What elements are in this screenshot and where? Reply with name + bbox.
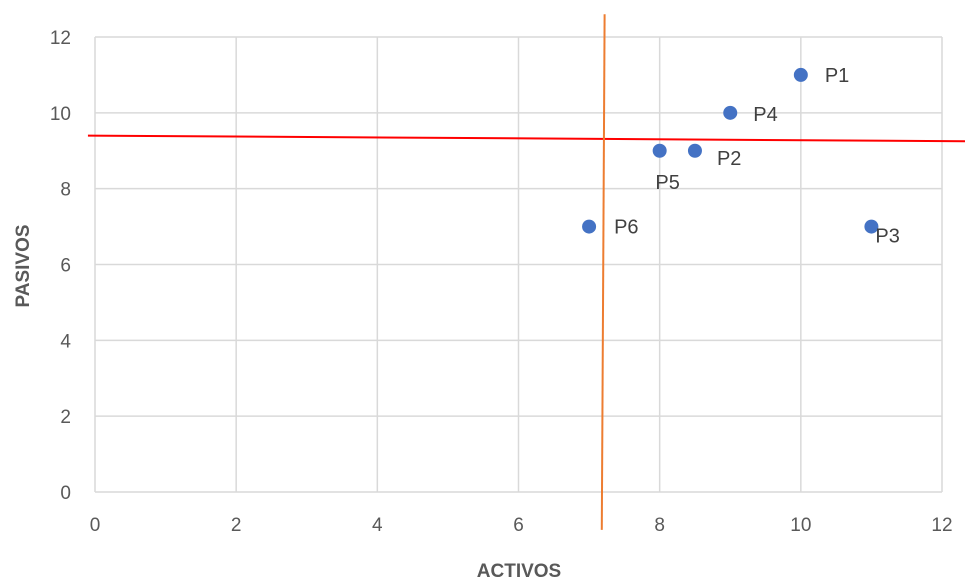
x-axis-title: ACTIVOS <box>477 561 561 580</box>
tick-labels: 0 2 4 6 8 10 12 0 2 4 6 8 10 12 <box>50 28 953 536</box>
data-point-p1 <box>794 68 808 82</box>
y-tick-label: 2 <box>60 407 71 428</box>
y-tick-label: 4 <box>60 331 71 352</box>
x-tick-label: 4 <box>372 515 383 536</box>
y-tick-label: 0 <box>60 483 71 504</box>
data-label-p2: P2 <box>717 148 741 170</box>
reference-lines <box>88 14 965 530</box>
data-point-p5 <box>653 144 667 158</box>
y-tick-label: 10 <box>50 104 71 125</box>
data-point-p2 <box>688 144 702 158</box>
y-axis-title: PASIVOS <box>13 224 34 307</box>
y-tick-label: 8 <box>60 180 71 201</box>
x-tick-label: 10 <box>790 515 811 536</box>
x-tick-label: 0 <box>90 515 101 536</box>
data-point-p6 <box>582 220 596 234</box>
x-tick-label: 12 <box>931 515 952 536</box>
data-label-p6: P6 <box>614 217 638 239</box>
y-tick-label: 6 <box>60 256 71 277</box>
reference-line-vertical <box>602 14 605 530</box>
reference-line-horizontal <box>88 136 965 142</box>
data-point-p4 <box>723 106 737 120</box>
data-label-p3: P3 <box>875 226 899 248</box>
data-label-p5: P5 <box>655 172 679 194</box>
x-tick-label: 2 <box>231 515 242 536</box>
x-tick-label: 6 <box>513 515 524 536</box>
x-tick-label: 8 <box>654 515 665 536</box>
data-label-p4: P4 <box>753 104 777 126</box>
data-label-p1: P1 <box>825 65 849 87</box>
gridlines <box>95 37 942 492</box>
y-tick-label: 12 <box>50 28 71 49</box>
